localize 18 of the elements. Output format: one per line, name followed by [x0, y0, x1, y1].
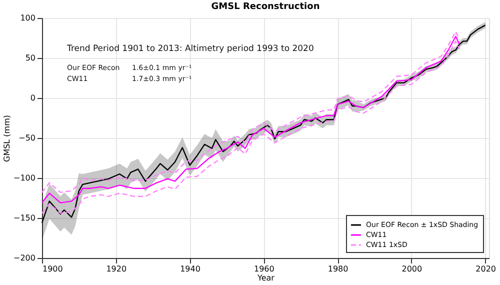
y-tick-label: 100: [20, 14, 36, 22]
x-tick-label: 1940: [180, 264, 200, 274]
y-tick-label: 0: [30, 94, 36, 102]
x-tick-label: 1960: [254, 264, 274, 274]
y-tick-label: −50: [18, 134, 36, 142]
chart-title: GMSL Reconstruction: [211, 2, 320, 12]
y-tick-label: −200: [14, 254, 36, 262]
y-axis-title: GMSL (mm): [2, 114, 12, 162]
x-tick-label: 1980: [328, 264, 348, 274]
x-tick-label: 1900: [42, 264, 63, 274]
y-tick-label: −150: [14, 214, 36, 222]
x-tick-label: 1920: [106, 264, 127, 274]
y-tick-label: 50: [25, 54, 36, 62]
y-tick-label: −100: [14, 174, 36, 182]
x-axis-title: Year: [256, 274, 276, 282]
x-tick-label: 2020: [476, 264, 496, 274]
annotation: Trend Period 1901 to 2013: Altimetry period 1993 to 2020: [66, 44, 314, 54]
x-tick-label: 2000: [402, 264, 422, 274]
